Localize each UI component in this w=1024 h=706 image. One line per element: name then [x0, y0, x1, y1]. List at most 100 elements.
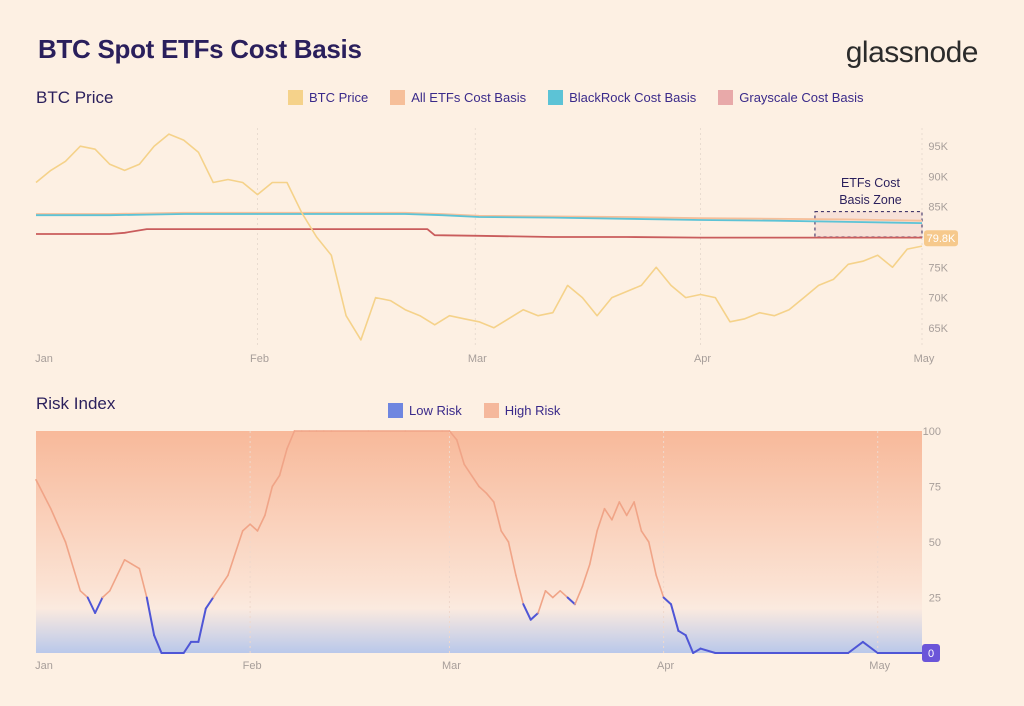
- legend-high-risk[interactable]: High Risk: [483, 403, 560, 418]
- risk-line-segment: [123, 558, 133, 566]
- risk-line-segment: [116, 558, 126, 577]
- price-x-tick-mar: Mar: [468, 353, 487, 365]
- legend-blackrock[interactable]: BlackRock Cost Basis: [548, 90, 696, 105]
- price-y-tick-90k: 90K: [928, 171, 948, 183]
- price-y-tick-85k: 85K: [928, 202, 948, 214]
- risk-line-segment: [448, 430, 458, 441]
- risk-line-segment: [529, 612, 540, 621]
- price-x-tick-may: May: [914, 353, 935, 365]
- risk-line-segment: [109, 574, 118, 592]
- risk-line-segment: [522, 603, 532, 621]
- risk-chart: Jan Feb Mar Apr May 100 75 50 25 0: [35, 426, 941, 672]
- legend-label-grayscale: Grayscale Cost Basis: [739, 90, 864, 105]
- risk-line-segment: [234, 530, 244, 554]
- price-last-value-label: 79.8K: [927, 233, 956, 245]
- risk-line-segment: [544, 589, 554, 599]
- risk-line-segment: [574, 585, 584, 606]
- risk-line-segment: [455, 439, 466, 466]
- risk-line-segment: [256, 514, 266, 532]
- risk-line-segment: [131, 563, 141, 570]
- risk-line-segment: [94, 596, 104, 614]
- risk-line-segment: [662, 596, 672, 606]
- series-line-blackrock-cost-basis: [36, 213, 923, 224]
- legend-all-etfs[interactable]: All ETFs Cost Basis: [390, 90, 526, 105]
- legend-label-low-risk: Low Risk: [409, 403, 462, 418]
- risk-line-segment: [86, 596, 97, 614]
- risk-line-segment: [507, 541, 517, 577]
- price-y-tick-95k: 95K: [928, 141, 948, 153]
- cost-basis-zone-box: [814, 211, 923, 238]
- price-y-tick-75k: 75K: [928, 262, 948, 274]
- risk-line-segment: [478, 485, 488, 495]
- risk-x-tick-feb: Feb: [243, 660, 262, 672]
- risk-line-segment: [470, 474, 480, 488]
- legend-label-all-etfs: All ETFs Cost Basis: [411, 90, 527, 105]
- risk-line-segment: [647, 541, 658, 577]
- risk-line-segment: [278, 447, 288, 477]
- series-line-btc-price: [35, 133, 923, 341]
- risk-line-segment: [145, 596, 156, 637]
- risk-line-segment: [566, 596, 576, 606]
- legend-swatch-all-etfs: [390, 90, 406, 105]
- risk-line-segment: [485, 492, 495, 503]
- risk-line-segment: [677, 629, 687, 637]
- price-last-value-badge: [924, 230, 958, 247]
- risk-line-segment: [463, 463, 473, 477]
- risk-line-segment: [692, 647, 702, 654]
- risk-chart-title: Risk Index: [36, 394, 116, 413]
- risk-last-value-badge: [922, 644, 940, 662]
- risk-line-segment: [861, 640, 879, 654]
- risk-y-tick-100: 100: [923, 426, 941, 438]
- risk-legend: Low Risk High Risk: [388, 403, 560, 418]
- price-x-tick-jan: Jan: [35, 353, 53, 365]
- risk-line-segment: [204, 596, 215, 610]
- risk-line-segment: [581, 563, 591, 588]
- risk-line-segment: [286, 430, 296, 450]
- risk-line-segment: [271, 474, 281, 488]
- risk-line-segment: [515, 574, 525, 606]
- risk-line-segment: [684, 634, 695, 654]
- risk-line-segment: [227, 552, 237, 577]
- legend-btc-price[interactable]: BTC Price: [288, 90, 368, 105]
- risk-background-gradient: [36, 431, 922, 653]
- risk-line-segment: [611, 501, 621, 521]
- brand-logo: glassnode: [845, 36, 979, 69]
- risk-line-segment: [79, 589, 89, 599]
- legend-grayscale[interactable]: Grayscale Cost Basis: [718, 90, 864, 105]
- risk-line-segment: [219, 574, 229, 588]
- risk-line-segment: [625, 501, 635, 517]
- legend-swatch-btc-price: [288, 90, 303, 105]
- price-chart-title: BTC Price: [36, 88, 114, 107]
- risk-line-segment: [640, 530, 650, 543]
- risk-line-segment: [264, 485, 274, 517]
- risk-last-value-label: 0: [928, 648, 934, 660]
- risk-y-tick-50: 50: [929, 537, 941, 549]
- risk-x-tick-jan: Jan: [35, 660, 53, 672]
- risk-line-segment: [618, 501, 628, 517]
- risk-line-segment: [655, 574, 665, 599]
- price-x-tick-feb: Feb: [250, 353, 269, 365]
- risk-line-segment: [847, 640, 864, 654]
- page-title: BTC Spot ETFs Cost Basis: [38, 34, 362, 64]
- risk-line-segment: [492, 501, 503, 532]
- cost-basis-zone-label: ETFs Cost: [841, 176, 901, 190]
- legend-swatch-grayscale: [718, 90, 734, 105]
- risk-line-segment: [249, 523, 259, 532]
- price-legend: BTC Price All ETFs Cost Basis BlackRock …: [288, 90, 864, 105]
- legend-low-risk[interactable]: Low Risk: [388, 403, 462, 418]
- risk-line-segment: [699, 647, 717, 654]
- risk-line-segment: [537, 589, 547, 614]
- risk-line-segment: [670, 603, 680, 632]
- risk-x-tick-apr: Apr: [657, 660, 674, 672]
- legend-label-btc-price: BTC Price: [309, 90, 369, 105]
- risk-line-segment: [551, 589, 562, 599]
- risk-x-tick-mar: Mar: [442, 660, 461, 672]
- risk-line-segment: [197, 607, 207, 643]
- series-line-all-etfs-cost-basis: [36, 211, 923, 222]
- legend-swatch-blackrock: [548, 90, 564, 105]
- risk-line-segment: [559, 589, 569, 599]
- risk-line-segment: [153, 634, 163, 654]
- risk-line-segment: [138, 567, 148, 599]
- risk-y-tick-75: 75: [929, 482, 941, 494]
